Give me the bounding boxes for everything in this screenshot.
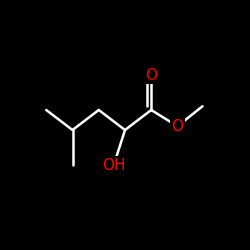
Text: O: O xyxy=(145,68,157,82)
Text: OH: OH xyxy=(102,158,126,172)
Text: O: O xyxy=(172,119,183,134)
